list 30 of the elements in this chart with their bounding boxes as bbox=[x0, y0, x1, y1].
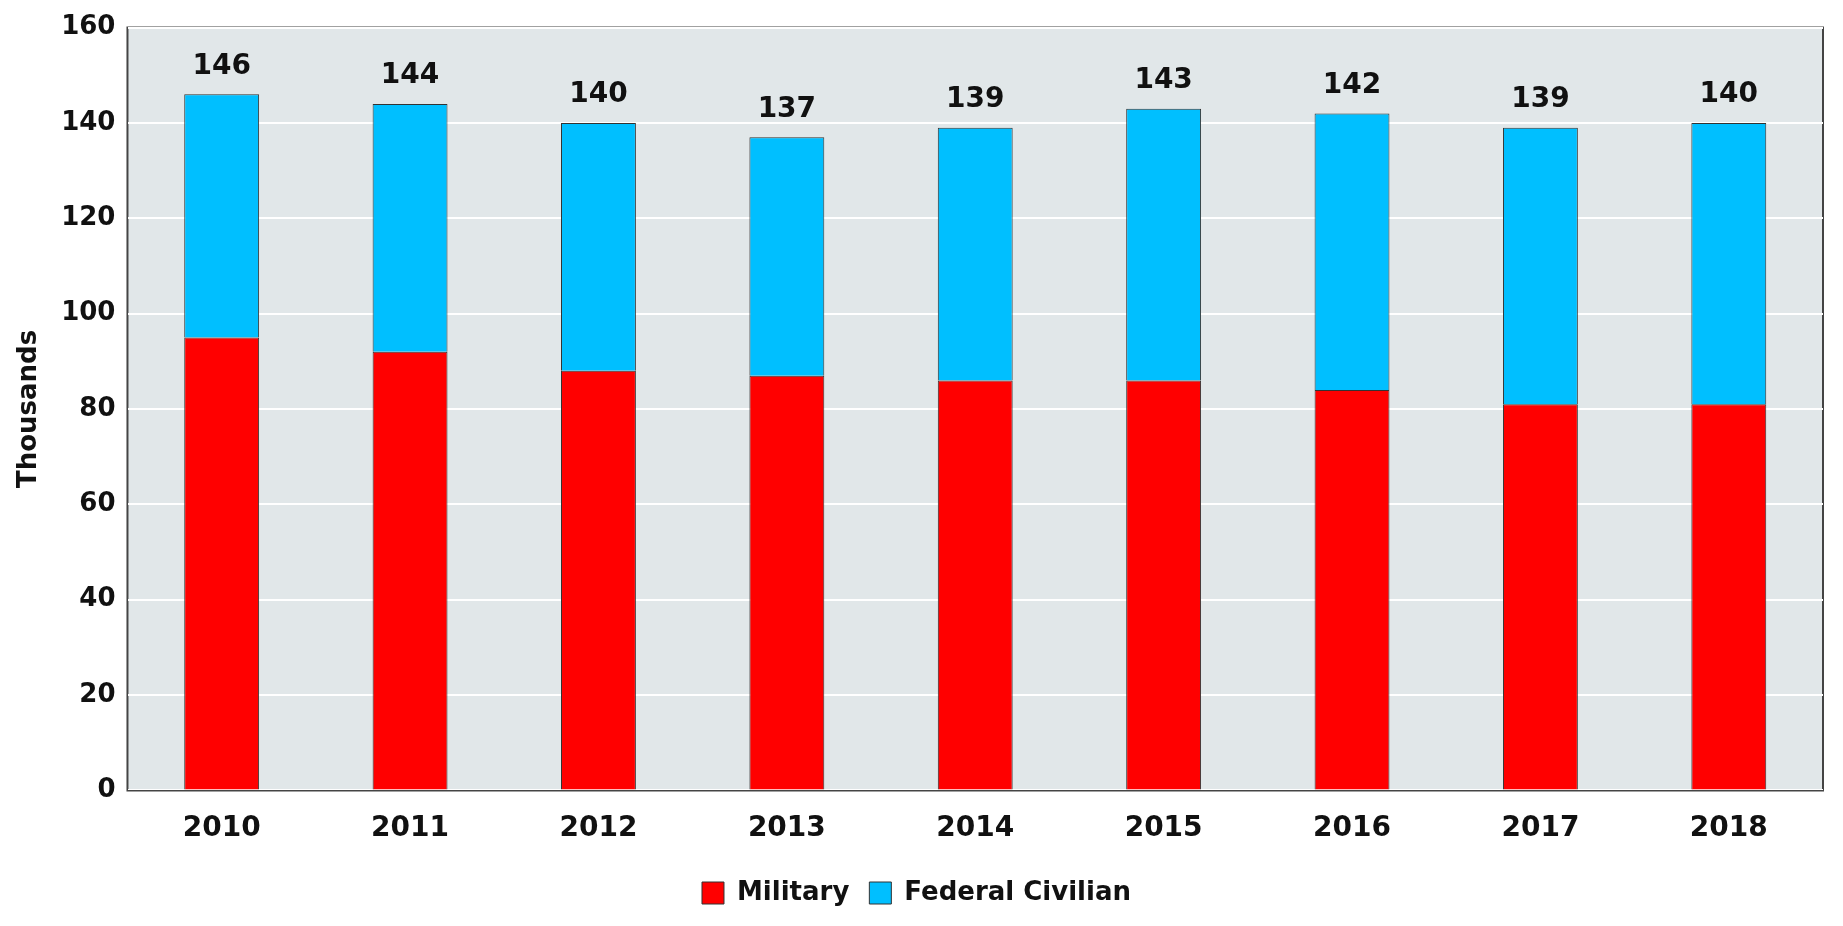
legend-label: Military bbox=[737, 875, 850, 906]
total-label: 140 bbox=[1699, 76, 1759, 110]
legend-label: Federal Civilian bbox=[904, 875, 1132, 906]
total-label: 146 bbox=[192, 47, 251, 81]
y-tick-label: 100 bbox=[61, 296, 116, 327]
y-tick-label: 60 bbox=[79, 487, 116, 518]
x-tick-label: 2015 bbox=[1124, 810, 1203, 844]
total-label: 140 bbox=[569, 76, 628, 110]
x-tick-label: 2012 bbox=[559, 810, 638, 844]
x-tick-label: 2013 bbox=[747, 810, 826, 844]
x-tick-label: 2017 bbox=[1501, 810, 1580, 844]
x-tick-label: 2010 bbox=[182, 810, 261, 844]
y-tick-label: 120 bbox=[61, 201, 116, 232]
total-label: 139 bbox=[946, 81, 1005, 114]
total-label: 143 bbox=[1134, 61, 1193, 95]
x-tick-label: 2018 bbox=[1689, 810, 1768, 844]
y-axis-title: Thousands bbox=[12, 329, 43, 489]
y-tick-label: 20 bbox=[79, 677, 116, 708]
y-tick-label: 140 bbox=[61, 105, 116, 136]
x-tick-label: 2016 bbox=[1313, 810, 1391, 844]
y-tick-label: 80 bbox=[79, 391, 116, 422]
x-tick-label: 2011 bbox=[371, 810, 450, 844]
total-label: 137 bbox=[757, 90, 817, 124]
x-tick-label: 2014 bbox=[936, 810, 1015, 844]
total-label: 139 bbox=[1511, 81, 1570, 114]
y-tick-label: 160 bbox=[61, 10, 116, 41]
y-tick-label: 0 bbox=[97, 773, 116, 804]
total-label: 142 bbox=[1322, 66, 1382, 100]
total-label: 144 bbox=[380, 57, 440, 91]
y-tick-label: 40 bbox=[79, 582, 116, 613]
